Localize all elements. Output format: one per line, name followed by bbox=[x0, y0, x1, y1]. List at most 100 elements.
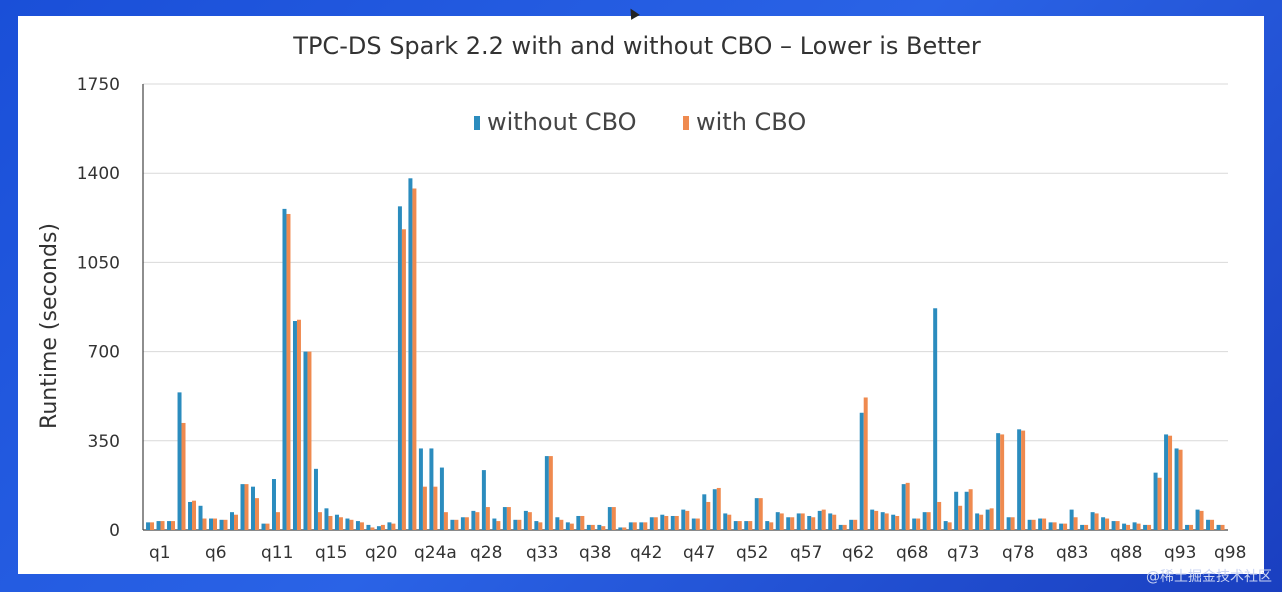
bar-with-cbo bbox=[307, 351, 312, 530]
bar-with-cbo bbox=[496, 521, 501, 530]
bar-without-cbo bbox=[1111, 521, 1116, 530]
bar-with-cbo bbox=[569, 523, 574, 530]
bar-without-cbo bbox=[188, 501, 193, 530]
bar-without-cbo bbox=[366, 524, 371, 530]
bar-without-cbo bbox=[439, 467, 444, 530]
bar-with-cbo bbox=[727, 514, 732, 530]
legend: without CBO with CBO bbox=[474, 108, 806, 136]
x-tick-label: q68 bbox=[896, 543, 928, 563]
bar-without-cbo bbox=[397, 206, 402, 530]
bar-without-cbo bbox=[177, 392, 182, 530]
bar-with-cbo bbox=[874, 510, 879, 530]
x-tick-label: q93 bbox=[1164, 543, 1196, 563]
x-tick-label: q62 bbox=[842, 543, 874, 563]
x-tick-label: q42 bbox=[630, 543, 662, 563]
bar-without-cbo bbox=[460, 517, 465, 530]
bar-without-cbo bbox=[209, 518, 214, 530]
bar-without-cbo bbox=[691, 518, 696, 530]
bar-without-cbo bbox=[1048, 522, 1053, 530]
bar-without-cbo bbox=[334, 514, 339, 530]
bar-with-cbo bbox=[1031, 519, 1036, 530]
bar-without-cbo bbox=[429, 448, 434, 530]
bar-with-cbo bbox=[422, 486, 427, 530]
bar-without-cbo bbox=[996, 433, 1001, 530]
bar-without-cbo bbox=[702, 494, 707, 530]
bar-without-cbo bbox=[975, 513, 980, 530]
bar-with-cbo bbox=[1000, 434, 1005, 530]
bar-without-cbo bbox=[1132, 522, 1137, 530]
bar-with-cbo bbox=[401, 229, 406, 531]
bar-with-cbo bbox=[1136, 523, 1141, 530]
bar-with-cbo bbox=[527, 512, 532, 530]
bar-without-cbo bbox=[240, 484, 245, 530]
bar-without-cbo bbox=[271, 479, 276, 530]
bar-with-cbo bbox=[968, 489, 973, 530]
bar-without-cbo bbox=[502, 507, 507, 530]
bar-with-cbo bbox=[989, 508, 994, 530]
bar-with-cbo bbox=[1220, 524, 1225, 530]
bar-without-cbo bbox=[1038, 518, 1043, 530]
y-tick-label: 700 bbox=[88, 343, 120, 363]
bar-with-cbo bbox=[202, 518, 207, 530]
bar-without-cbo bbox=[146, 522, 151, 530]
bar-with-cbo bbox=[559, 519, 564, 530]
bar-without-cbo bbox=[1174, 448, 1179, 530]
bar-with-cbo bbox=[674, 515, 679, 530]
bar-with-cbo bbox=[192, 500, 197, 530]
bar-with-cbo bbox=[296, 319, 301, 530]
bar-with-cbo bbox=[475, 512, 480, 530]
bar-without-cbo bbox=[628, 522, 633, 530]
bar-with-cbo bbox=[1052, 522, 1057, 530]
bar-with-cbo bbox=[213, 518, 217, 530]
bar-without-cbo bbox=[943, 521, 948, 530]
x-tick-label: q78 bbox=[1002, 543, 1034, 563]
bar-without-cbo bbox=[586, 524, 591, 530]
bar-with-cbo bbox=[653, 517, 658, 530]
bar-with-cbo bbox=[338, 517, 343, 530]
bar-with-cbo bbox=[979, 514, 984, 530]
bar-without-cbo bbox=[408, 178, 413, 530]
bar-with-cbo bbox=[349, 519, 354, 530]
bar-with-cbo bbox=[275, 512, 280, 530]
bar-without-cbo bbox=[313, 468, 318, 530]
bar-without-cbo bbox=[418, 448, 423, 530]
chart: TPC-DS Spark 2.2 with and without CBO – … bbox=[37, 32, 1246, 563]
bar-with-cbo bbox=[590, 524, 595, 530]
bar-with-cbo bbox=[580, 515, 585, 530]
bar-with-cbo bbox=[370, 527, 375, 530]
bar-with-cbo bbox=[695, 518, 700, 530]
bar-without-cbo bbox=[324, 508, 329, 530]
bar-with-cbo bbox=[863, 397, 868, 530]
bar-without-cbo bbox=[859, 412, 864, 530]
legend-label-without-cbo: without CBO bbox=[487, 108, 637, 136]
bar-with-cbo bbox=[884, 513, 889, 530]
bar-without-cbo bbox=[796, 513, 801, 530]
bar-without-cbo bbox=[849, 519, 854, 530]
y-tick-label: 1400 bbox=[77, 164, 120, 184]
bar-without-cbo bbox=[1017, 429, 1022, 530]
bar-without-cbo bbox=[1059, 523, 1064, 530]
bar-without-cbo bbox=[282, 208, 287, 530]
bar-with-cbo bbox=[454, 519, 459, 530]
bar-with-cbo bbox=[748, 521, 753, 530]
bar-with-cbo bbox=[1073, 517, 1078, 530]
bar-without-cbo bbox=[565, 522, 570, 530]
bar-with-cbo bbox=[317, 512, 322, 530]
y-tick-label: 1050 bbox=[77, 253, 120, 273]
bar-without-cbo bbox=[471, 510, 476, 530]
bar-with-cbo bbox=[622, 527, 627, 530]
bar-without-cbo bbox=[219, 519, 224, 530]
bar-without-cbo bbox=[597, 524, 602, 530]
bar-without-cbo bbox=[230, 512, 234, 530]
bar-with-cbo bbox=[706, 501, 711, 530]
bar-without-cbo bbox=[912, 518, 917, 530]
bar-with-cbo bbox=[223, 519, 228, 530]
bar-without-cbo bbox=[775, 512, 780, 530]
chart-title: TPC-DS Spark 2.2 with and without CBO – … bbox=[292, 32, 981, 60]
bar-with-cbo bbox=[265, 523, 270, 530]
bar-without-cbo bbox=[376, 526, 381, 530]
y-tick-label: 1750 bbox=[77, 75, 120, 95]
bar-without-cbo bbox=[481, 470, 486, 530]
bar-with-cbo bbox=[160, 521, 165, 530]
bar-with-cbo bbox=[832, 514, 837, 530]
